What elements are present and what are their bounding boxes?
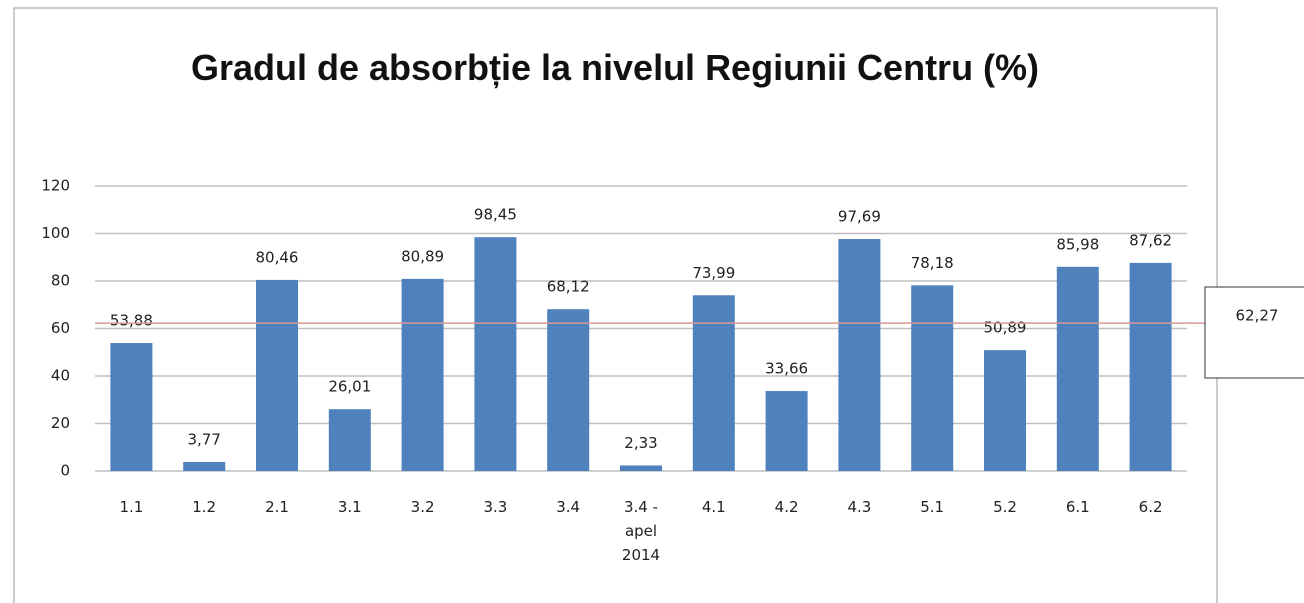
data-label: 73,99	[692, 264, 735, 282]
data-label: 3,77	[187, 431, 220, 449]
bar	[183, 462, 226, 471]
y-tick-label: 80	[51, 272, 70, 290]
bar	[110, 343, 153, 471]
x-tick-label: 1.2	[192, 498, 217, 516]
x-tick-label: 3.1	[337, 498, 362, 516]
x-tick-label: 3.3	[483, 498, 508, 516]
data-label: 26,01	[328, 378, 371, 396]
bar	[765, 391, 808, 471]
data-label: 80,89	[401, 247, 444, 265]
data-label: 80,46	[256, 248, 299, 266]
x-tick-label: 4.2	[774, 498, 799, 516]
bar	[620, 465, 662, 471]
x-tick-label: 2.1	[265, 498, 289, 516]
data-label: 33,66	[765, 360, 808, 378]
x-tick-label: 6.2	[1138, 498, 1163, 516]
bar	[911, 285, 954, 471]
bar	[328, 409, 371, 471]
x-tick-label: 3.2	[410, 498, 435, 516]
bar	[547, 309, 590, 471]
bar	[401, 278, 444, 471]
bar	[1129, 262, 1172, 471]
data-label: 50,89	[984, 319, 1027, 337]
data-label: 68,12	[547, 278, 590, 296]
reference-label-box	[1204, 286, 1304, 379]
data-label: 78,18	[911, 254, 954, 272]
y-tick-label: 20	[51, 414, 70, 432]
bar	[692, 295, 735, 471]
reference-label: 62,27	[1236, 307, 1279, 325]
data-label: 53,88	[110, 312, 153, 330]
x-tick-label: 3.4	[556, 498, 581, 516]
data-label: 98,45	[474, 206, 517, 224]
y-tick-label: 100	[41, 224, 70, 242]
y-tick-label: 120	[41, 177, 70, 195]
x-tick-label: 4.1	[701, 498, 726, 516]
bar	[984, 350, 1026, 471]
x-tick-label: 5.2	[993, 498, 1017, 516]
data-label: 85,98	[1056, 235, 1099, 253]
chart-title: Gradul de absorbție la nivelul Regiunii …	[190, 47, 1040, 88]
x-tick-label: 1.1	[119, 498, 144, 516]
x-tick-label: 4.3	[847, 498, 872, 516]
x-tick-label: 6.1	[1065, 498, 1090, 516]
bar	[838, 238, 881, 471]
data-label: 97,69	[838, 207, 881, 225]
y-tick-label: 0	[60, 462, 70, 480]
bar	[474, 237, 517, 471]
bar	[256, 279, 298, 471]
data-label: 87,62	[1129, 231, 1172, 249]
x-tick-label: 5.1	[920, 498, 945, 516]
x-tick-label: 3.4 - apel 2014	[621, 498, 661, 564]
data-label: 2,33	[624, 434, 657, 452]
y-tick-label: 40	[51, 367, 70, 385]
y-tick-label: 60	[51, 319, 70, 337]
bar	[1056, 266, 1099, 471]
